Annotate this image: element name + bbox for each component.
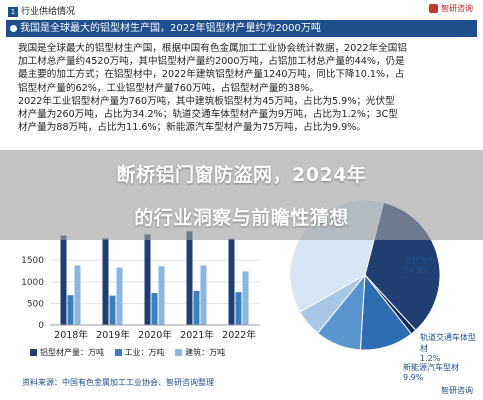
bar: [151, 293, 158, 325]
title-overlay: [0, 150, 483, 240]
brand-logo: 智研咨询: [429, 3, 473, 14]
y-tick-label: 1500: [21, 256, 44, 266]
bar: [102, 238, 109, 325]
x-tick-label: 2019年: [96, 329, 130, 341]
legend-label: 铝型材产量：万吨: [40, 348, 104, 357]
pie-label-name: 轨道交通车体型材: [420, 333, 476, 353]
pie-label-value: 1.2%: [420, 354, 441, 363]
body-paragraph: 我国是全球最大的铝型材生产国，根据中国有色金属加工工业协会统计数据，2022年全…: [18, 42, 470, 134]
footer-logo: 智研咨询: [441, 386, 473, 395]
logo-text: 智研咨询: [441, 4, 473, 13]
bar: [60, 235, 67, 325]
pie-label-nev: 新能源汽车型材 9.9%: [403, 362, 459, 382]
section-number: 1: [8, 7, 18, 17]
section-title-text: 行业供给情况: [21, 7, 76, 17]
legend-label: 工业：万吨: [124, 348, 165, 357]
legend-label: 建筑：万吨: [185, 348, 226, 357]
pie-label-name: 光伏型材: [404, 256, 436, 265]
y-tick-label: 500: [27, 299, 44, 309]
bar: [228, 238, 235, 325]
pie-label-value: 9.9%: [403, 373, 424, 382]
x-tick-label: 2018年: [54, 329, 88, 341]
bar: [200, 265, 207, 325]
bar: [67, 295, 74, 325]
pie-label-rail: 轨道交通车体型材 1.2%: [420, 332, 483, 363]
bar: [242, 271, 249, 325]
bar: [74, 265, 81, 325]
bullet-icon: [10, 25, 17, 32]
bar: [109, 295, 116, 325]
paragraph-line: 2022年工业铝型材产量为760万吨，其中建筑板铝型材为45万吨，占比为5.9%…: [18, 95, 395, 107]
paragraph-line: 材产量为260万吨，占比为34.2%；轨道交通车体型材产量为9万吨，占比为1.2…: [18, 109, 398, 121]
x-tick-label: 2022年: [222, 329, 256, 341]
x-tick-label: 2020年: [138, 329, 172, 341]
paragraph-line: 材产量为88万吨，占比为11.6%；新能源汽车型材产量为75万吨，占比为9.9%…: [18, 122, 366, 134]
logo-icon: [429, 4, 438, 13]
overlay-title-line2: 的行业洞察与前瞻性猜想: [134, 207, 349, 229]
paragraph-line: 铝型材产量的62%，工业铝型材产量760万吨，占铝型材产量的38%。: [18, 82, 319, 94]
x-tick-label: 2021年: [180, 329, 214, 341]
bar: [158, 266, 165, 325]
bar-legend: 铝型材产量：万吨 工业：万吨 建筑：万吨: [22, 347, 225, 358]
top-bar: 1 行业供给情况 智研咨询: [0, 0, 483, 18]
legend-swatch: [114, 349, 122, 356]
banner-text: 我国是全球最大的铝型材生产国，2022年铝型材产量约为2000万吨: [20, 23, 321, 34]
section-title: 1 行业供给情况: [8, 4, 75, 17]
overlay-title-line1: 断桥铝门窗防盗网，2024年: [116, 164, 367, 186]
bar: [193, 290, 200, 325]
source-note: 资料来源：中国有色金属加工工业协会、智研咨询整理: [22, 378, 214, 387]
bar: [144, 234, 151, 325]
legend-swatch: [175, 349, 183, 356]
headline-banner: 我国是全球最大的铝型材生产国，2022年铝型材产量约为2000万吨: [6, 20, 477, 37]
y-tick-label: 1000: [21, 278, 44, 288]
bar: [235, 292, 242, 325]
legend-swatch: [30, 349, 37, 356]
bar: [116, 267, 123, 325]
pie-label-name: 新能源汽车型材: [403, 363, 459, 372]
pie-label-pv: 光伏型材 34.2%: [404, 255, 436, 275]
pie-label-value: 34.2%: [404, 266, 430, 275]
y-tick-label: 0: [38, 321, 44, 331]
paragraph-line: 最主要的加工方式；在铝型材中，2022年建筑铝型材产量1240万吨，同比下降10…: [18, 69, 405, 81]
paragraph-line: 我国是全球最大的铝型材生产国，根据中国有色金属加工工业协会统计数据，2022年全…: [18, 43, 407, 54]
bar: [186, 231, 193, 325]
paragraph-line: 加工材总产量约4520万吨，其中铝型材产量约2000万吨，占铝加工材总产量的44…: [18, 56, 405, 68]
